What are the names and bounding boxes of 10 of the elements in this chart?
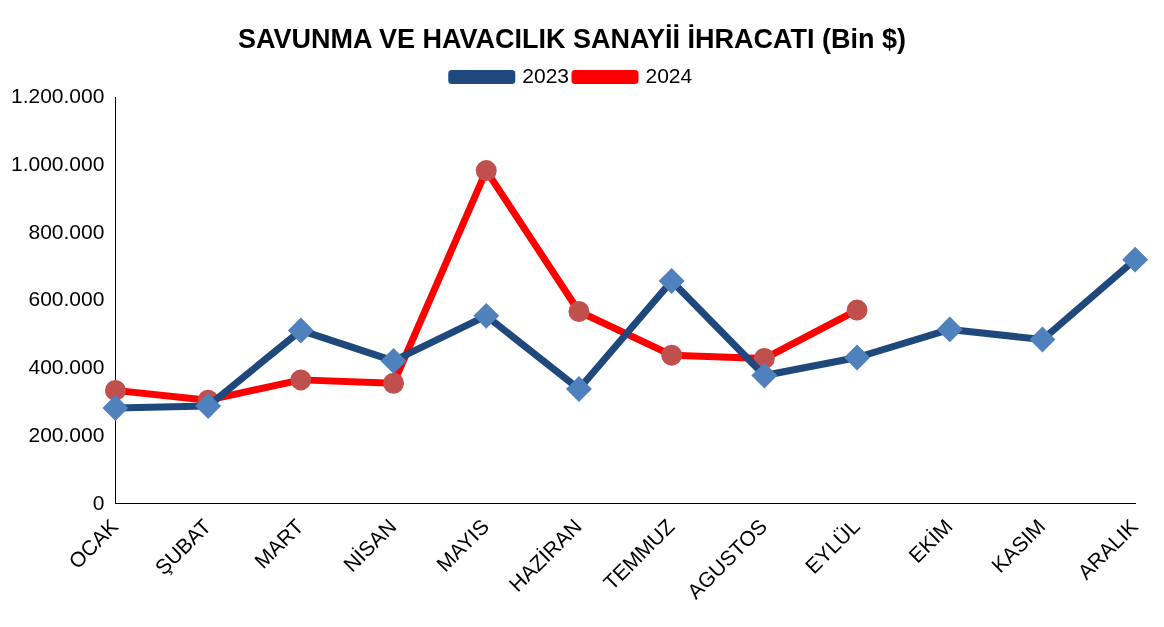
y-tick-label: 0 bbox=[92, 490, 105, 514]
y-tick-label: 600.000 bbox=[28, 287, 105, 311]
y-tick-label: 200.000 bbox=[28, 422, 105, 446]
y-tick-label: 400.000 bbox=[28, 355, 105, 379]
y-tick-label: 800.000 bbox=[28, 219, 105, 243]
legend-label: 2023 bbox=[522, 63, 569, 87]
y-tick-label: 1.000.000 bbox=[10, 151, 105, 175]
chart-title: SAVUNMA VE HAVACILIK SANAYİİ İHRACATI (Bin $) bbox=[237, 23, 907, 54]
legend-label: 2024 bbox=[645, 63, 693, 87]
y-tick-label: 1.200.000 bbox=[10, 84, 105, 108]
